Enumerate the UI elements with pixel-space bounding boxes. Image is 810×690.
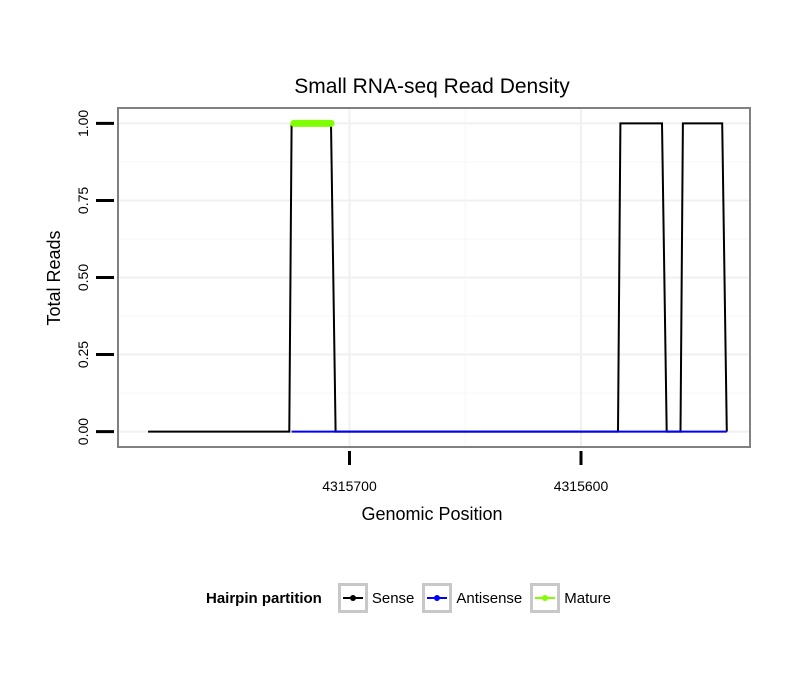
- legend-item-antisense: Antisense: [422, 583, 524, 613]
- y-tick-label: 0.25: [75, 341, 91, 368]
- series-layer: [148, 119, 728, 433]
- legend-key-mature: [530, 583, 561, 613]
- legend-label-antisense: Antisense: [456, 589, 523, 607]
- plot-panel: [117, 107, 751, 448]
- y-tick-label: 0.50: [75, 264, 91, 291]
- grid: [118, 108, 750, 447]
- legend-item-mature: Mature: [530, 583, 613, 613]
- legend-key-antisense: [422, 583, 453, 613]
- x-tick-label: 4315600: [554, 478, 609, 494]
- x-tick-label: 4315700: [322, 478, 377, 494]
- legend-title: Hairpin partition: [206, 589, 322, 607]
- y-tick-label: 0.75: [75, 187, 91, 214]
- y-tick-label: 1.00: [75, 110, 91, 137]
- legend-item-sense: Sense: [337, 583, 417, 613]
- legend-label-mature: Mature: [564, 589, 611, 607]
- axis-ticks: 0.00 0.25 0.50 0.75 1.00 4315700 4315600: [75, 110, 608, 494]
- chart-title: Small RNA-seq Read Density: [294, 75, 570, 98]
- legend-label-sense: Sense: [371, 589, 415, 607]
- y-tick-label: 0.00: [75, 418, 91, 445]
- legend-key-sense: [337, 583, 368, 613]
- legend: Hairpin partition Sense Antisense Mature: [206, 580, 619, 616]
- x-axis-label: Genomic Position: [361, 504, 502, 524]
- y-axis-label: Total Reads: [44, 230, 64, 325]
